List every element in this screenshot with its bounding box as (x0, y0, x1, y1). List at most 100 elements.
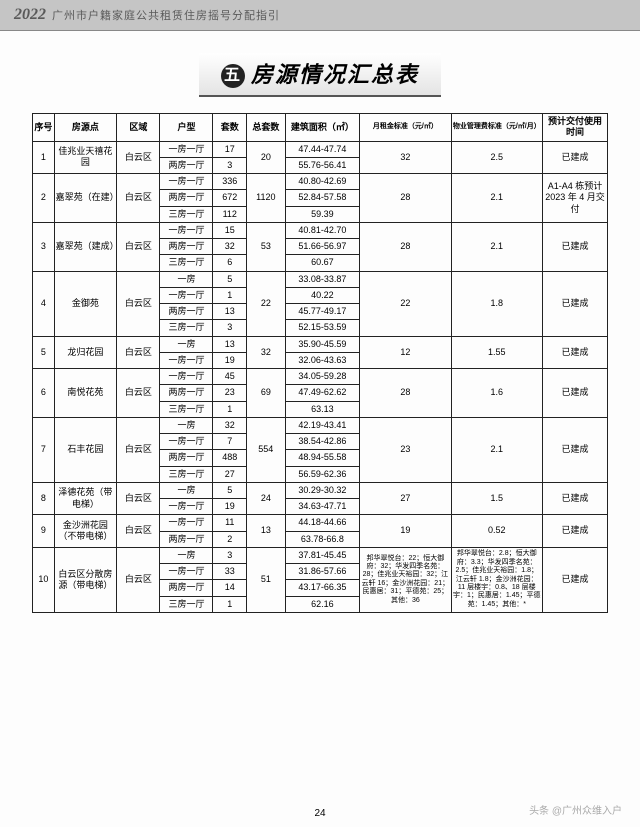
cell-district: 白云区 (117, 547, 160, 612)
cell-type: 两房一厅 (160, 385, 213, 401)
cell-fee: 2.1 (451, 417, 542, 482)
cell-size: 56.59-62.36 (285, 466, 360, 482)
cell-type: 一房 (160, 417, 213, 433)
cell-type: 两房一厅 (160, 450, 213, 466)
cell-type: 一房 (160, 271, 213, 287)
cell-fee: 1.55 (451, 336, 542, 369)
cell-type: 一房一厅 (160, 352, 213, 368)
cell-location: 白云区分散房源（带电梯） (54, 547, 117, 612)
table-body: 1佳兆业天禧花园白云区一房一厅172047.44-47.74322.5已建成两房… (33, 141, 608, 612)
header-text: 广州市户籍家庭公共租赁住房摇号分配指引 (52, 7, 280, 23)
cell-size: 43.17-66.35 (285, 580, 360, 596)
cell-count: 15 (213, 222, 247, 238)
cell-count: 5 (213, 482, 247, 498)
cell-size: 40.22 (285, 287, 360, 303)
cell-size: 51.66-56.97 (285, 239, 360, 255)
cell-rent: 28 (360, 174, 451, 223)
section-title: 五房源情况汇总表 (199, 53, 441, 97)
cell-index: 10 (33, 547, 55, 612)
cell-total: 1120 (247, 174, 285, 223)
cell-fee: 2.1 (451, 222, 542, 271)
cell-count: 14 (213, 580, 247, 596)
cell-count: 11 (213, 515, 247, 531)
cell-count: 1 (213, 287, 247, 303)
section-number-circle: 五 (221, 64, 245, 88)
cell-district: 白云区 (117, 515, 160, 548)
table-row: 9金沙洲花园（不带电梯）白云区一房一厅111344.18-44.66190.52… (33, 515, 608, 531)
cell-fee: 1.5 (451, 482, 542, 515)
cell-rent: 28 (360, 222, 451, 271)
cell-type: 三房一厅 (160, 466, 213, 482)
cell-type: 两房一厅 (160, 531, 213, 547)
cell-district: 白云区 (117, 482, 160, 515)
cell-fee: 1.6 (451, 369, 542, 418)
column-header: 户型 (160, 114, 213, 142)
cell-size: 34.63-47.71 (285, 499, 360, 515)
cell-time: 已建成 (542, 369, 607, 418)
cell-type: 两房一厅 (160, 304, 213, 320)
cell-index: 5 (33, 336, 55, 369)
cell-type: 一房一厅 (160, 174, 213, 190)
cell-size: 34.05-59.28 (285, 369, 360, 385)
cell-index: 1 (33, 141, 55, 174)
cell-time: 已建成 (542, 336, 607, 369)
cell-index: 9 (33, 515, 55, 548)
cell-location: 嘉翠苑（建成） (54, 222, 117, 271)
cell-district: 白云区 (117, 174, 160, 223)
cell-size: 44.18-44.66 (285, 515, 360, 531)
title-section: 五房源情况汇总表 (0, 53, 640, 97)
cell-count: 672 (213, 190, 247, 206)
column-header: 预计交付使用时间 (542, 114, 607, 142)
watermark: 头条 @广州众维入户 (529, 802, 622, 817)
column-header: 房源点 (54, 114, 117, 142)
cell-count: 3 (213, 320, 247, 336)
table-row: 1佳兆业天禧花园白云区一房一厅172047.44-47.74322.5已建成 (33, 141, 608, 157)
cell-index: 7 (33, 417, 55, 482)
cell-district: 白云区 (117, 369, 160, 418)
cell-location: 金御苑 (54, 271, 117, 336)
cell-type: 两房一厅 (160, 157, 213, 173)
cell-size: 30.29-30.32 (285, 482, 360, 498)
table-row: 4金御苑白云区一房52233.08-33.87221.8已建成 (33, 271, 608, 287)
cell-size: 32.06-43.63 (285, 352, 360, 368)
cell-type: 一房一厅 (160, 141, 213, 157)
cell-count: 112 (213, 206, 247, 222)
cell-district: 白云区 (117, 141, 160, 174)
table-container: 序号房源点区域户型套数总套数建筑面积（㎡）月租金标准（元/㎡）物业管理费标准（元… (0, 113, 640, 613)
page-header: 2022 广州市户籍家庭公共租赁住房摇号分配指引 (0, 0, 640, 31)
cell-time: 已建成 (542, 515, 607, 548)
cell-size: 60.67 (285, 255, 360, 271)
cell-count: 32 (213, 239, 247, 255)
cell-size: 42.19-43.41 (285, 417, 360, 433)
cell-index: 3 (33, 222, 55, 271)
cell-rent: 28 (360, 369, 451, 418)
cell-type: 一房一厅 (160, 564, 213, 580)
cell-size: 48.94-55.58 (285, 450, 360, 466)
cell-count: 336 (213, 174, 247, 190)
cell-count: 1 (213, 401, 247, 417)
cell-size: 52.15-53.59 (285, 320, 360, 336)
cell-district: 白云区 (117, 417, 160, 482)
cell-size: 40.80-42.69 (285, 174, 360, 190)
cell-fee: 0.52 (451, 515, 542, 548)
cell-count: 23 (213, 385, 247, 401)
cell-location: 龙归花园 (54, 336, 117, 369)
table-row: 5龙归花园白云区一房133235.90-45.59121.55已建成 (33, 336, 608, 352)
cell-rent: 32 (360, 141, 451, 174)
cell-time: 已建成 (542, 482, 607, 515)
cell-type: 一房一厅 (160, 369, 213, 385)
cell-count: 1 (213, 596, 247, 612)
column-header: 建筑面积（㎡） (285, 114, 360, 142)
cell-index: 8 (33, 482, 55, 515)
cell-size: 63.13 (285, 401, 360, 417)
cell-type: 一房 (160, 482, 213, 498)
cell-count: 45 (213, 369, 247, 385)
column-header: 序号 (33, 114, 55, 142)
cell-time: 已建成 (542, 547, 607, 612)
cell-size: 62.16 (285, 596, 360, 612)
cell-total: 51 (247, 547, 285, 612)
cell-type: 三房一厅 (160, 401, 213, 417)
cell-count: 2 (213, 531, 247, 547)
table-row: 3嘉翠苑（建成）白云区一房一厅155340.81-42.70282.1已建成 (33, 222, 608, 238)
cell-location: 泽德花苑（带电梯） (54, 482, 117, 515)
